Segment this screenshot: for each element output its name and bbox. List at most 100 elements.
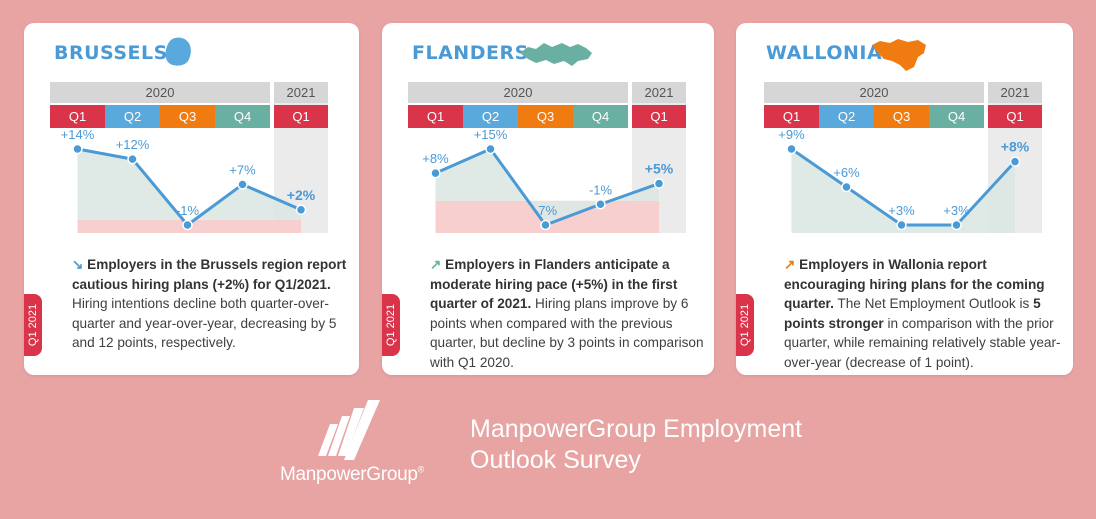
region-title-flanders: FLANDERS	[412, 42, 529, 64]
quarter-label: Q3	[179, 109, 196, 124]
footer-title: ManpowerGroup Employment Outlook Survey	[470, 415, 803, 474]
quarter-cell	[573, 105, 628, 128]
side-tab: Q1 2021	[24, 294, 42, 356]
year-bar-2020	[50, 82, 270, 103]
summary-bold: Employers in the Brussels region report …	[72, 257, 347, 292]
quarter-label: Q1	[427, 109, 444, 124]
year-label-2021: 2021	[645, 85, 674, 100]
data-point	[653, 178, 665, 189]
area-fill	[791, 149, 1015, 233]
side-tab: Q1 2021	[382, 294, 400, 356]
quarter-label: Q3	[537, 109, 554, 124]
data-label: -1%	[589, 182, 613, 197]
quarter-cell	[929, 105, 984, 128]
data-point	[237, 179, 248, 190]
quarter-label: Q1	[69, 109, 86, 124]
quarter-cell	[274, 105, 328, 128]
data-label: +6%	[833, 165, 860, 180]
wallonia-map-icon	[872, 39, 926, 71]
quarter-label: Q2	[838, 109, 855, 124]
data-label: +7%	[229, 162, 256, 177]
arrow-down-right-icon: ↘	[72, 257, 84, 272]
summary-wallonia: ↗ Employers in Wallonia report encouragi…	[784, 255, 1068, 373]
year-bar-2021	[274, 82, 328, 103]
region-title-brussels: BRUSSELS	[54, 42, 168, 64]
summary-text: Hiring intentions decline both quarter-o…	[72, 296, 337, 351]
area-fill	[77, 149, 301, 225]
card-flanders: FLANDERS 2020 2021 Q1 Q2 Q3 Q4 Q1 +8% +15% -7% -1%…	[382, 23, 714, 375]
quarter-label: Q1	[783, 109, 800, 124]
data-point	[841, 181, 852, 193]
data-label: +9%	[778, 127, 805, 142]
data-label: +3%	[888, 203, 915, 218]
data-label: +5%	[645, 161, 674, 177]
year-label-2020: 2020	[860, 85, 889, 100]
quarter-label: Q1	[650, 109, 667, 124]
quarter-cell	[518, 105, 573, 128]
quarter-cell	[408, 105, 463, 128]
data-label: +3%	[943, 203, 970, 218]
chart-wallonia: 2020 2021 Q1 Q2 Q3 Q4 Q1 +9% +6% +3% +3% +8%	[764, 82, 1042, 233]
data-point	[951, 219, 962, 231]
year-label-2020: 2020	[146, 85, 175, 100]
year-label-2020: 2020	[504, 85, 533, 100]
region-title-wallonia: WALLONIA	[766, 42, 883, 64]
quarter-label: Q4	[592, 109, 609, 124]
data-point	[485, 143, 496, 155]
quarter-label: Q3	[893, 109, 910, 124]
year-bar-2021	[988, 82, 1042, 103]
data-label: +8%	[422, 151, 449, 166]
year-bar-2021	[632, 82, 686, 103]
year-bar-2020	[764, 82, 984, 103]
summary-brussels: ↘ Employers in the Brussels region repor…	[72, 255, 354, 353]
chart-flanders: 2020 2021 Q1 Q2 Q3 Q4 Q1 +8% +15% -7% -1% +5%	[408, 82, 686, 233]
quarter-label: Q4	[948, 109, 965, 124]
quarter-cell	[819, 105, 874, 128]
brussels-map-icon	[165, 37, 191, 66]
quarter-cell	[463, 105, 518, 128]
data-point	[1009, 156, 1021, 167]
data-label: -1%	[176, 203, 200, 218]
data-label: +15%	[474, 127, 508, 142]
flanders-map-icon	[520, 43, 592, 66]
arrow-up-right-icon: ↗	[784, 257, 796, 272]
quarter-label: Q2	[124, 109, 141, 124]
data-point	[72, 143, 83, 155]
quarter-label: Q2	[482, 109, 499, 124]
quarter-cell	[50, 105, 105, 128]
data-label: +12%	[116, 137, 150, 152]
summary-text: Hiring plans improve by 6 points when co…	[430, 296, 704, 370]
quarter-cell	[215, 105, 270, 128]
quarter-cell	[632, 105, 686, 128]
data-point	[786, 143, 797, 155]
summary-bold-2: 5 points stronger	[784, 296, 1041, 331]
data-point	[127, 153, 138, 165]
year-bar-2020	[408, 82, 628, 103]
card-brussels: BRUSSELS 2020 2021 Q1 Q2 Q3 Q4 Q1 +14% +12% -1% +7…	[24, 23, 359, 375]
footer-brand: ManpowerGroup®	[280, 464, 424, 485]
quarter-cell	[764, 105, 819, 128]
data-label: +8%	[1001, 139, 1030, 155]
quarter-label: Q1	[1006, 109, 1023, 124]
year-label-2021: 2021	[287, 85, 316, 100]
side-tab: Q1 2021	[736, 294, 754, 356]
data-point	[896, 219, 907, 231]
data-point	[182, 219, 193, 231]
data-point	[295, 204, 307, 216]
card-wallonia: WALLONIA 2020 2021 Q1 Q2 Q3 Q4 Q1 +9% +6% +3% +3% +…	[736, 23, 1073, 375]
quarter-cell	[988, 105, 1042, 128]
quarter-label: Q4	[234, 109, 251, 124]
chart-brussels: 2020 2021 Q1 Q2 Q3 Q4 Q1 +14% +12% -1% +7% +2%	[50, 82, 328, 233]
data-label: -7%	[534, 203, 558, 218]
summary-text-2: in comparison with the prior quarter, wh…	[784, 315, 1061, 370]
quarter-cell	[874, 105, 929, 128]
data-point	[430, 167, 441, 179]
summary-bold: Employers in Flanders anticipate a moder…	[430, 257, 678, 312]
quarter-cell	[160, 105, 215, 128]
manpowergroup-logo	[318, 400, 380, 460]
summary-bold: Employers in Wallonia report encouraging…	[784, 257, 1045, 312]
quarter-cell	[105, 105, 160, 128]
data-label: +14%	[61, 127, 95, 142]
data-point	[595, 199, 606, 210]
summary-text: The Net Employment Outlook is	[833, 296, 1034, 312]
